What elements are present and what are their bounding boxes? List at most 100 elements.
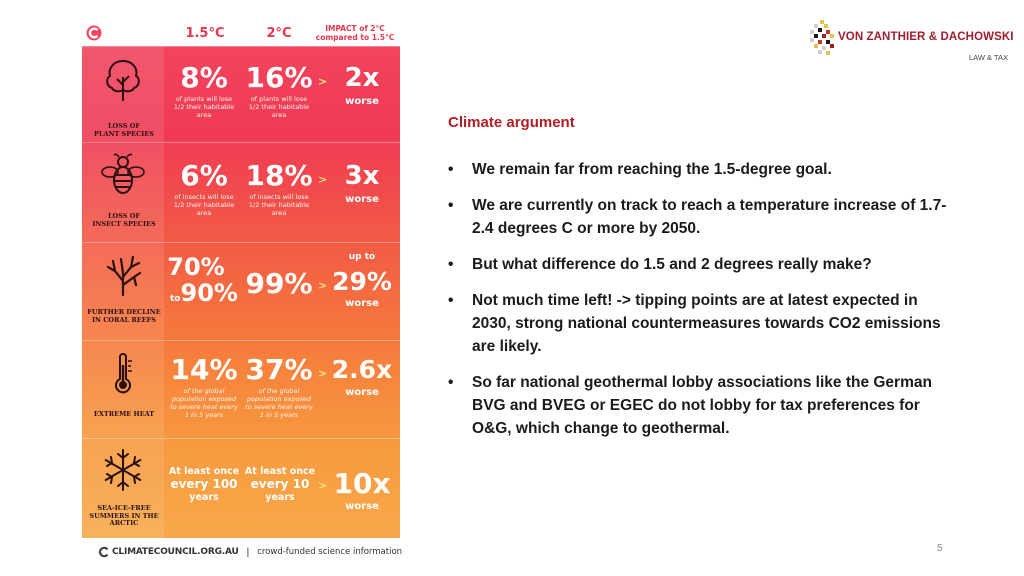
category-line: LOSS OF (107, 212, 141, 220)
header-2-degrees: 2°C (266, 26, 292, 41)
note-line: area (271, 209, 287, 217)
category-line: IN CORAL REEFS (92, 315, 156, 324)
firm-name: VON ZANTHIER & DACHOWSKI (838, 31, 1014, 43)
value-1-5: 14% (170, 353, 238, 386)
value-1-5: 8% (180, 61, 228, 94)
frequency-line: years (189, 492, 219, 503)
climate-infographic: 1.5°C 2°C IMPACT of 2°C compared to 1.5°… (82, 20, 400, 538)
value-2-frequency: At least once every 10 years (242, 465, 318, 504)
note-line: 1/2 their habitable (173, 103, 235, 111)
category-line: INSECT SPECIES (92, 219, 156, 228)
bullet-marker: • (448, 197, 454, 214)
frequency-line: years (265, 492, 295, 503)
source-name: CLIMATECOUNCIL.ORG.AU (112, 547, 239, 557)
note-line: of plants will lose (250, 95, 308, 103)
impact-worse: worse (345, 387, 379, 398)
bullet-marker: • (448, 161, 454, 178)
bullet-text: We are currently on track to reach a tem… (472, 197, 947, 237)
arrow-icon: > (318, 75, 328, 88)
source-tagline: crowd-funded science information (257, 547, 403, 557)
impact-multiplier: 10x (333, 467, 391, 500)
category-label: LOSS OF PLANT SPECIES (84, 122, 164, 138)
category-label: LOSS OF INSECT SPECIES (84, 212, 164, 228)
impact-multiplier: 29% (332, 267, 392, 296)
impact-worse: worse (345, 194, 379, 205)
firm-logo: VON ZANTHIER & DACHOWSKI LAW & TAX (806, 14, 1014, 66)
row-arctic-sea-ice: SEA-ICE-FREE SUMMERS IN THE ARCTIC At le… (82, 438, 400, 538)
coral-icon (106, 255, 142, 297)
firm-subtitle: LAW & TAX (968, 53, 1008, 62)
impact-worse: worse (345, 298, 379, 309)
frequency-line: At least once (168, 466, 240, 477)
category-line: ARCTIC (109, 519, 139, 527)
note-line: population exposed (171, 395, 237, 403)
source-separator: | (246, 546, 250, 558)
note-line: area (196, 209, 212, 217)
note-line: of insects will lose (249, 193, 309, 201)
bullet-marker: • (448, 374, 454, 391)
infographic-source: CLIMATECOUNCIL.ORG.AU | crowd-funded sci… (98, 545, 402, 559)
bullet-item: • We are currently on track to reach a te… (448, 194, 948, 240)
impact-multiplier: 2.6x (331, 355, 393, 384)
note-line: 1/2 their habitable (173, 201, 235, 209)
value-1-5-low: 70% (167, 253, 225, 281)
note-line: of the global (183, 387, 225, 395)
row-plant-species: LOSS OF PLANT SPECIES 8% of plants will … (82, 46, 400, 142)
note-line: area (271, 111, 287, 119)
category-label: EXTREME HEAT (84, 410, 164, 419)
checker-logo-icon (810, 20, 834, 55)
bullet-text: But what difference do 1.5 and 2 degrees… (472, 256, 872, 273)
bullet-text: We remain far from reaching the 1.5-degr… (472, 161, 832, 178)
row-icon-cell (82, 341, 164, 438)
note-line: 1 in 5 years (184, 411, 224, 419)
note-line: of plants will lose (175, 95, 233, 103)
header-1-5-degrees: 1.5°C (185, 26, 225, 41)
note-line: 1/2 their habitable (248, 201, 310, 209)
thermometer-icon (115, 353, 132, 394)
bullet-item: • But what difference do 1.5 and 2 degree… (448, 253, 948, 276)
category-line: FURTHER DECLINE (87, 308, 161, 316)
note-line: of insects will lose (174, 193, 234, 201)
category-label: FURTHER DECLINE IN CORAL REEFS (84, 308, 164, 324)
bullet-marker: • (448, 292, 454, 309)
slide-heading: Climate argument (448, 114, 575, 131)
value-2-note: of plants will lose 1/2 their habitable … (244, 95, 314, 119)
note-line: of the global (258, 387, 300, 395)
bullet-marker: • (448, 256, 454, 273)
bullet-text: So far national geothermal lobby associa… (472, 374, 932, 437)
value-1-5-range: to90% (170, 279, 238, 307)
climate-council-logo (86, 25, 102, 41)
value-1-5-frequency: At least once every 100 years (166, 465, 242, 504)
arrow-icon: > (318, 479, 328, 492)
value-2-note: of insects will lose 1/2 their habitable… (244, 193, 314, 217)
category-label: SEA-ICE-FREE SUMMERS IN THE ARCTIC (84, 504, 164, 528)
note-line: area (196, 111, 212, 119)
note-line: 1/2 their habitable (248, 103, 310, 111)
frequency-line: At least once (244, 466, 316, 477)
impact-multiplier: 3x (344, 161, 380, 191)
category-line: EXTREME HEAT (93, 410, 155, 418)
note-line: to severe heat every (245, 403, 313, 411)
value-2: 99% (245, 267, 313, 300)
bullet-item: • We remain far from reaching the 1.5-deg… (448, 158, 948, 181)
value-1-5-note: of the global population exposed to seve… (169, 387, 239, 419)
climate-council-icon (98, 546, 109, 558)
bee-icon (101, 153, 145, 194)
row-coral-reefs: FURTHER DECLINE IN CORAL REEFS 70% to90%… (82, 242, 400, 340)
row-insect-species: LOSS OF INSECT SPECIES 6% of insects wil… (82, 142, 400, 242)
frequency-line: every 100 (170, 477, 238, 491)
arrow-icon: > (318, 279, 328, 292)
impact-multiplier: 2x (344, 63, 380, 93)
frequency-line: every 10 (250, 477, 310, 491)
tree-icon (106, 59, 140, 101)
header-impact: IMPACT of 2°C compared to 1.5°C (315, 24, 395, 42)
value-1-5-note: of plants will lose 1/2 their habitable … (169, 95, 239, 119)
value-2: 18% (245, 159, 313, 192)
note-line: population exposed (246, 395, 312, 403)
bullet-list: • We remain far from reaching the 1.5-deg… (448, 158, 948, 453)
arrow-icon: > (318, 367, 328, 380)
arrow-icon: > (318, 173, 328, 186)
header-impact-line1: IMPACT of 2°C (325, 24, 385, 33)
range-to-label: to (170, 294, 181, 304)
page-number: 5 (937, 543, 943, 554)
